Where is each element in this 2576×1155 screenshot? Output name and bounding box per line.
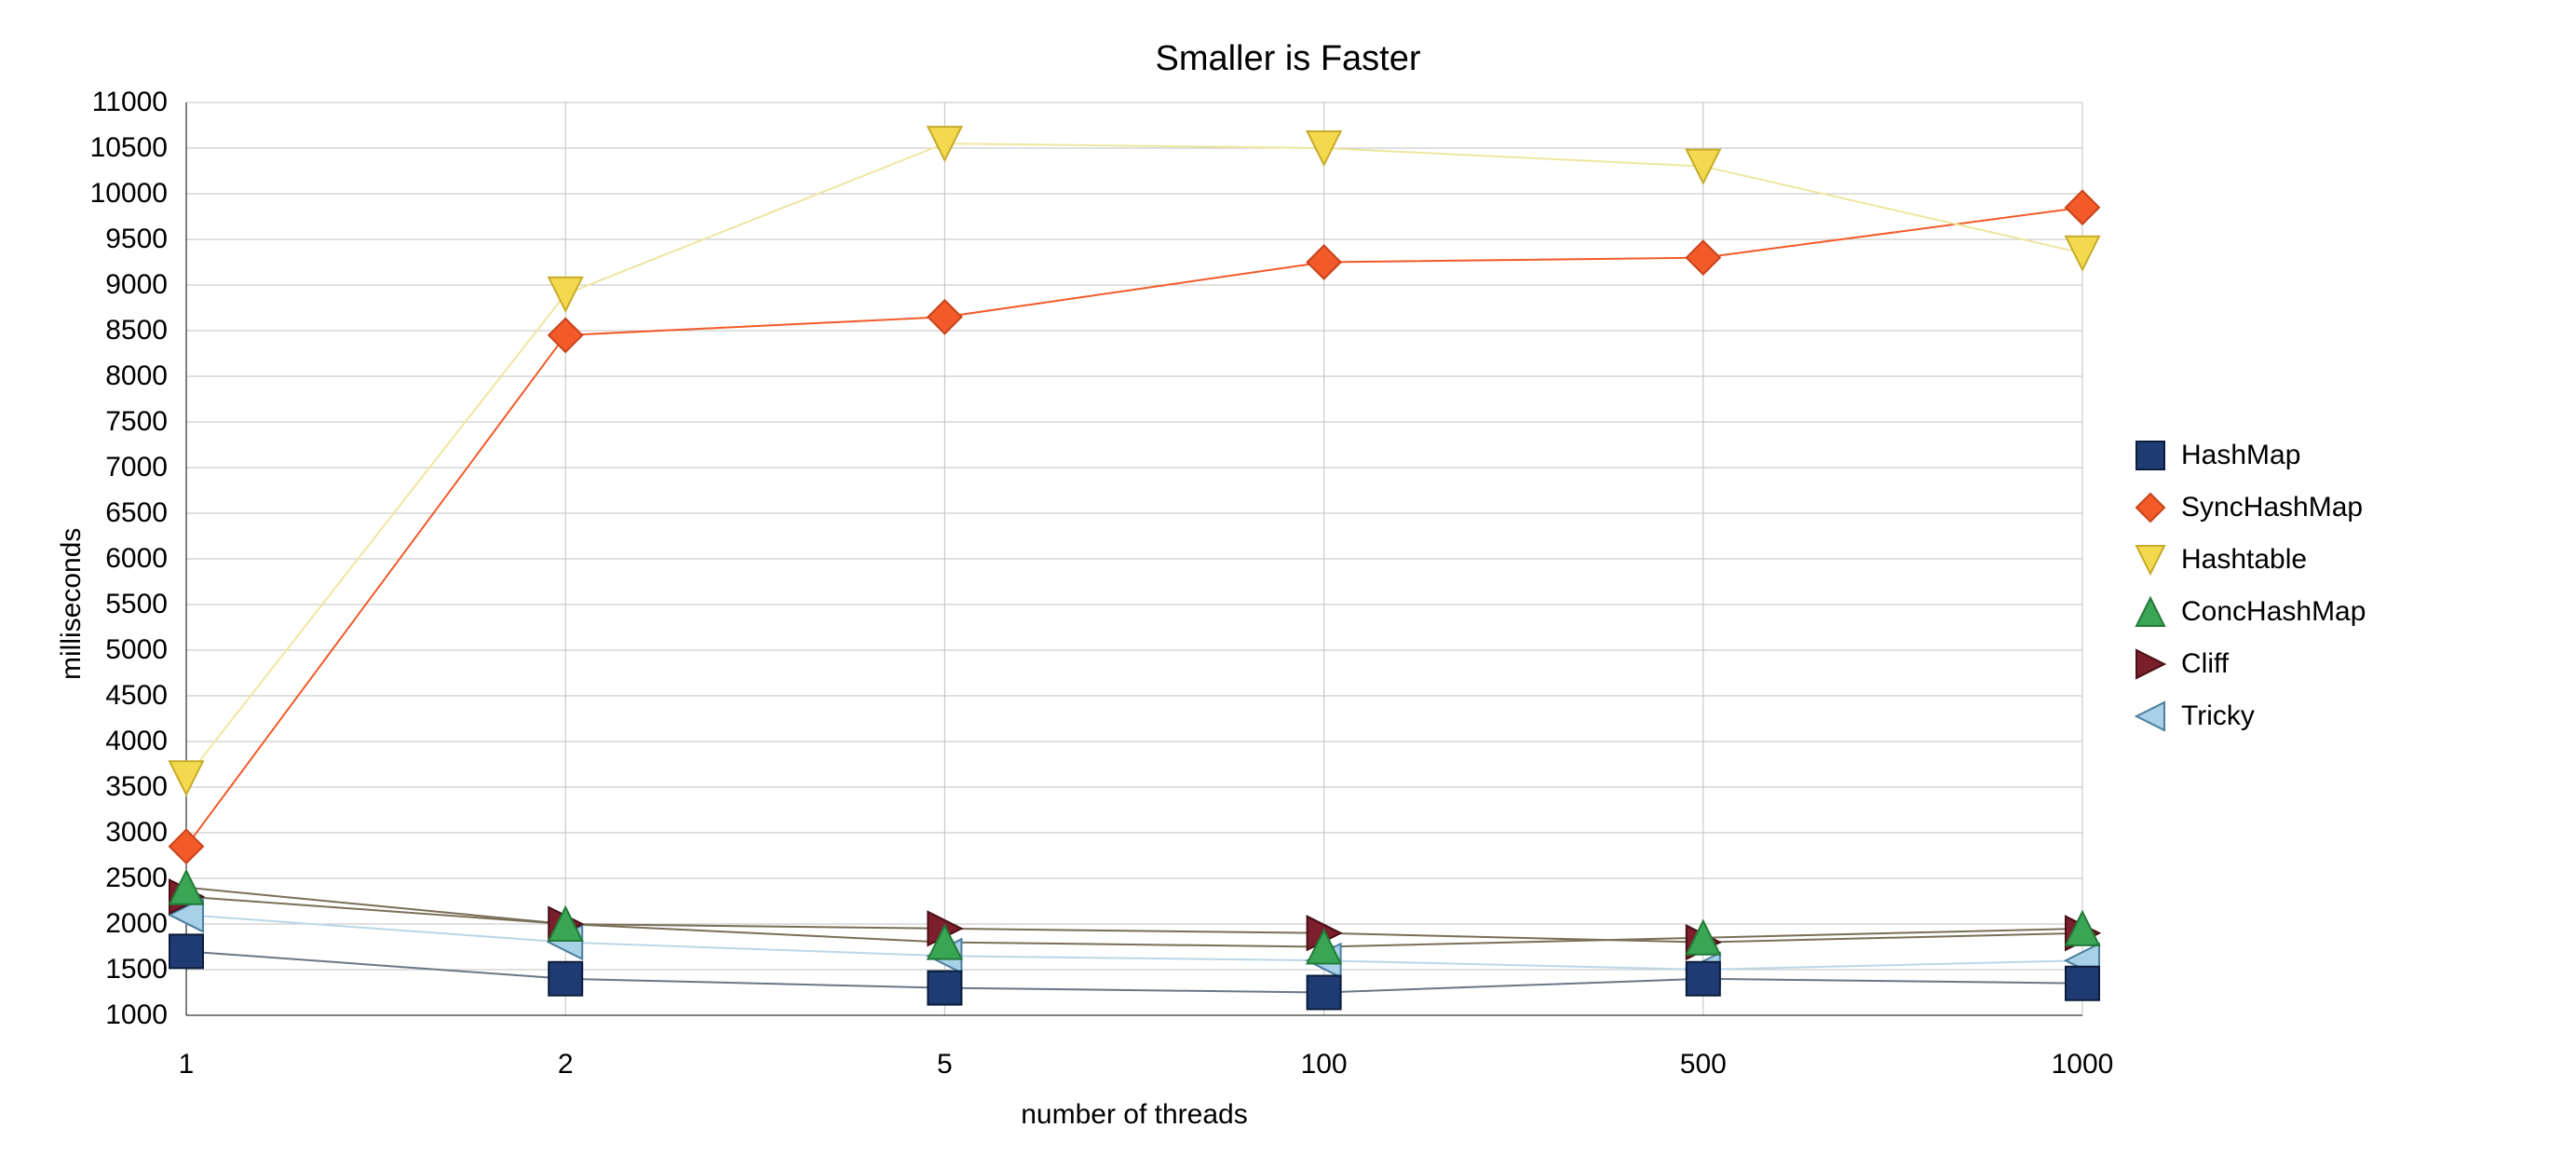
legend-label: HashMap (2181, 442, 2300, 469)
y-tick-label: 2500 (19, 864, 168, 892)
series-marker-icon (169, 934, 203, 968)
x-tick-label: 5 (937, 1051, 953, 1079)
chart-root: Smaller is Faster milliseconds number of… (0, 0, 2576, 1155)
series-marker-icon (169, 761, 203, 795)
y-tick-label: 2000 (19, 910, 168, 938)
legend-swatch-icon (2133, 594, 2168, 630)
series-marker-icon (1308, 246, 1341, 279)
plot-area (158, 75, 2110, 1043)
x-tick-label: 100 (1301, 1051, 1348, 1079)
series-marker-icon (1308, 976, 1341, 1010)
series-marker-icon (2066, 191, 2099, 224)
x-tick-label: 1 (179, 1051, 195, 1079)
legend-swatch-icon (2133, 542, 2168, 578)
y-tick-label: 9000 (19, 271, 168, 299)
legend-label: Cliff (2181, 650, 2229, 678)
x-axis-label: number of threads (186, 1099, 2082, 1131)
x-tick-label: 500 (1680, 1051, 1727, 1079)
y-tick-label: 4500 (19, 682, 168, 710)
x-axis-label-text: number of threads (1021, 1099, 1247, 1130)
y-tick-label: 1000 (19, 1001, 168, 1029)
chart-title-text: Smaller is Faster (1155, 39, 1420, 78)
series-marker-icon (2136, 702, 2164, 730)
series-marker-icon (2136, 598, 2164, 626)
series-marker-icon (2066, 967, 2099, 1000)
series-marker-icon (1687, 241, 1720, 275)
y-tick-label: 6000 (19, 545, 168, 573)
series-marker-icon (928, 972, 961, 1005)
series-marker-icon (2136, 494, 2164, 522)
y-tick-label: 10000 (19, 180, 168, 208)
y-tick-label: 9500 (19, 225, 168, 253)
y-tick-label: 11000 (19, 88, 168, 116)
y-tick-label: 3000 (19, 819, 168, 847)
y-tick-label: 4000 (19, 727, 168, 755)
y-tick-label: 5000 (19, 636, 168, 664)
legend-swatch-icon (2133, 490, 2168, 525)
legend-item: Hashtable (2133, 542, 2307, 578)
legend-item: Tricky (2133, 699, 2255, 734)
series-marker-icon (2066, 237, 2099, 270)
legend-swatch-icon (2133, 438, 2168, 473)
legend-label: ConcHashMap (2181, 598, 2366, 626)
y-tick-label: 8000 (19, 362, 168, 390)
series-marker-icon (2136, 650, 2164, 678)
legend-label: SyncHashMap (2181, 494, 2363, 522)
legend-swatch-icon (2133, 646, 2168, 682)
y-tick-label: 1500 (19, 956, 168, 984)
chart-title: Smaller is Faster (0, 39, 2576, 79)
series-marker-icon (2136, 442, 2164, 469)
series-marker-icon (2136, 546, 2164, 574)
legend-label: Hashtable (2181, 546, 2307, 574)
y-tick-label: 7500 (19, 408, 168, 436)
legend-item: HashMap (2133, 438, 2300, 473)
series-marker-icon (169, 830, 203, 863)
series-marker-icon (928, 300, 961, 333)
x-tick-label: 2 (558, 1051, 574, 1079)
series-marker-icon (549, 962, 582, 996)
series-marker-icon (549, 278, 582, 311)
y-tick-label: 3500 (19, 773, 168, 801)
legend-swatch-icon (2133, 699, 2168, 734)
legend-label: Tricky (2181, 702, 2255, 730)
legend-item: ConcHashMap (2133, 594, 2366, 630)
y-tick-label: 6500 (19, 499, 168, 527)
y-tick-label: 7000 (19, 454, 168, 482)
y-tick-label: 10500 (19, 134, 168, 162)
x-tick-label: 1000 (2052, 1051, 2114, 1079)
legend-item: SyncHashMap (2133, 490, 2363, 525)
series-marker-icon (1687, 962, 1720, 996)
y-tick-label: 8500 (19, 317, 168, 345)
legend-item: Cliff (2133, 646, 2229, 682)
series-marker-icon (549, 319, 582, 352)
y-tick-label: 5500 (19, 591, 168, 618)
